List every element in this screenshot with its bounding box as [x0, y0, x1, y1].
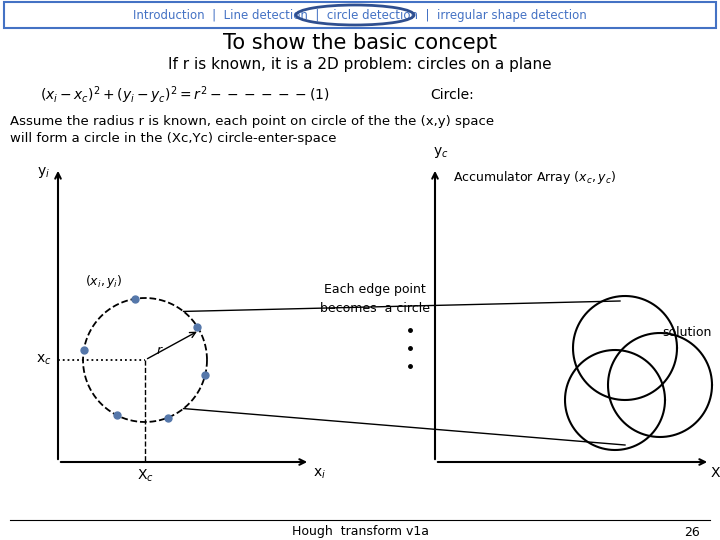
- Bar: [4, 2, 716, 28]
- Text: Accumulator Array $(x_c, y_c)$: Accumulator Array $(x_c, y_c)$: [453, 170, 616, 186]
- Text: r: r: [157, 343, 162, 356]
- Text: becomes  a circle: becomes a circle: [320, 301, 430, 314]
- Text: X$_c$: X$_c$: [137, 468, 153, 484]
- Text: Introduction  |  Line detection  |  circle detection  |  irregular shape detecti: Introduction | Line detection | circle d…: [133, 9, 587, 22]
- Text: y$_c$: y$_c$: [433, 145, 449, 160]
- Text: X$_c$: X$_c$: [710, 466, 720, 482]
- Text: To show the basic concept: To show the basic concept: [223, 33, 497, 53]
- Text: $(x_i - x_c)^2 + (y_i - y_c)^2 = r^2 ------(1)$: $(x_i - x_c)^2 + (y_i - y_c)^2 = r^2 ---…: [40, 84, 330, 106]
- Text: $(x_i, y_i)$: $(x_i, y_i)$: [85, 273, 122, 290]
- Text: will form a circle in the (Xc,Yc) circle-enter-space: will form a circle in the (Xc,Yc) circle…: [10, 132, 336, 145]
- Text: Hough  transform v1a: Hough transform v1a: [292, 525, 428, 538]
- Text: solution: solution: [662, 326, 712, 339]
- Text: y$_i$: y$_i$: [37, 165, 50, 179]
- Text: Each edge point: Each edge point: [324, 284, 426, 296]
- Text: 26: 26: [684, 525, 700, 538]
- Text: Circle:: Circle:: [430, 88, 474, 102]
- Text: x$_c$: x$_c$: [36, 353, 52, 367]
- Text: Assume the radius r is known, each point on circle of the the (x,y) space: Assume the radius r is known, each point…: [10, 115, 494, 128]
- Text: x$_i$: x$_i$: [313, 467, 326, 481]
- Text: If r is known, it is a 2D problem: circles on a plane: If r is known, it is a 2D problem: circl…: [168, 57, 552, 72]
